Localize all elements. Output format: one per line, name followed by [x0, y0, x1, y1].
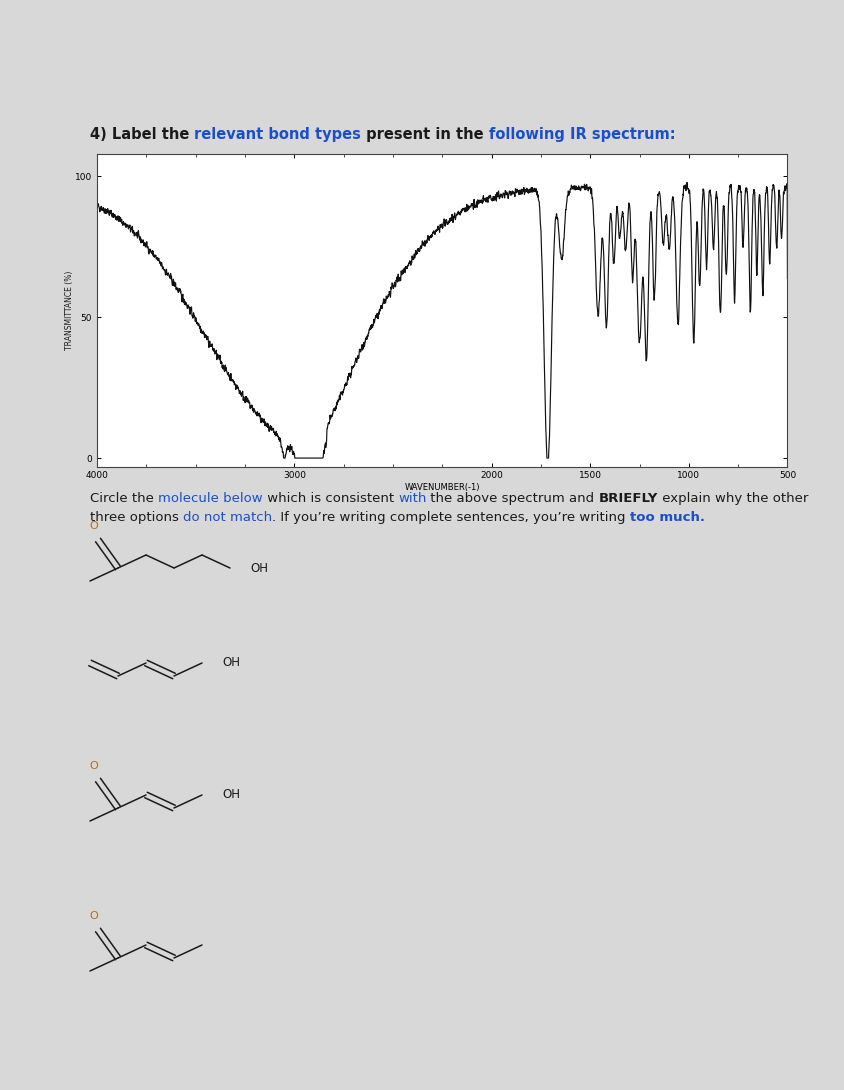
- Text: O: O: [89, 521, 99, 531]
- Y-axis label: TRANSMITTANCE (%): TRANSMITTANCE (%): [64, 270, 73, 350]
- Text: present in the: present in the: [361, 128, 490, 142]
- Text: explain why the other: explain why the other: [658, 492, 809, 505]
- Text: 4) Label the: 4) Label the: [90, 128, 194, 142]
- Text: O: O: [89, 911, 99, 921]
- Text: Circle the: Circle the: [90, 492, 158, 505]
- Text: with: with: [398, 492, 426, 505]
- Text: which is consistent: which is consistent: [262, 492, 398, 505]
- Text: O: O: [89, 761, 99, 771]
- X-axis label: WAVENUMBER(-1): WAVENUMBER(-1): [404, 483, 480, 493]
- Text: relevant bond types: relevant bond types: [194, 128, 361, 142]
- Text: OH: OH: [222, 788, 240, 801]
- Text: OH: OH: [222, 656, 240, 669]
- Text: molecule below: molecule below: [158, 492, 262, 505]
- Text: the above spectrum and: the above spectrum and: [426, 492, 599, 505]
- Text: BRIEFLY: BRIEFLY: [599, 492, 658, 505]
- Text: do not match: do not match: [183, 511, 273, 524]
- Text: too much.: too much.: [630, 511, 705, 524]
- Text: following IR spectrum:: following IR spectrum:: [490, 128, 676, 142]
- Text: three options: three options: [90, 511, 183, 524]
- Text: OH: OH: [250, 561, 268, 574]
- Text: . If you’re writing complete sentences, you’re writing: . If you’re writing complete sentences, …: [273, 511, 630, 524]
